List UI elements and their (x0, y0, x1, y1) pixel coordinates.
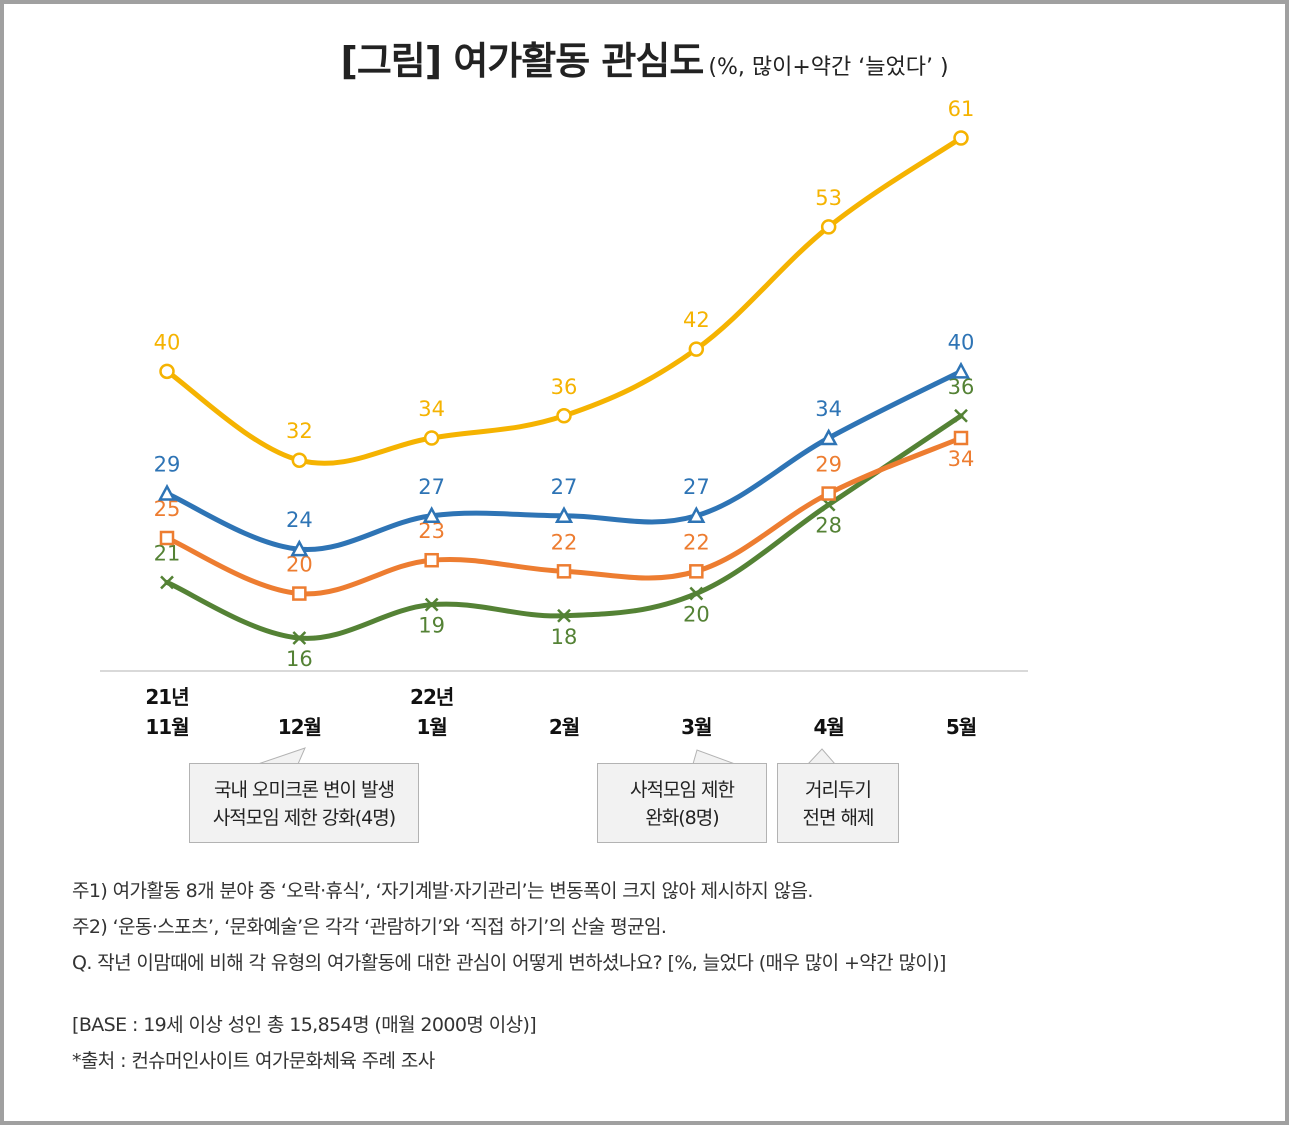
series-3-marker (159, 530, 175, 546)
series-2-value-label: 20 (683, 603, 710, 627)
x-tick-label: 11월 (145, 715, 188, 739)
series-1-marker (422, 506, 441, 524)
callout-pointer-omicron (257, 747, 306, 765)
callout-pointers (257, 747, 837, 765)
callout-pointer-eased (692, 749, 736, 765)
series-2-value-label: 21 (154, 541, 181, 565)
callout-omicron: 국내 오미크론 변이 발생 사적모임 제한 강화(4명) (189, 763, 419, 843)
series-0-value-label: 40 (154, 330, 181, 354)
x-tick-label: 12월 (278, 715, 321, 739)
x-tick-label: 4월 (814, 715, 844, 739)
series-layer: 21 16 19 18 20 28 36 25 20 23 22 22 29 34 29 24 27 27 27 34… (154, 97, 975, 671)
chart-title-sub: (%, 많이+약간 ‘늘었다’ ) (708, 55, 949, 80)
series-3-value-label: 22 (551, 530, 578, 554)
series-3-value-label: 23 (418, 519, 445, 543)
series-0-marker (423, 430, 440, 446)
x-tick-label: 1월 (417, 715, 447, 739)
series-2-marker (689, 586, 704, 601)
series-2-marker (160, 575, 174, 590)
footnote-question: Q. 작년 이맘때에 비해 각 유형의 여가활동에 대한 관심이 어떻게 변하셨… (72, 952, 946, 974)
series-2-value-label: 36 (948, 375, 975, 399)
series-2-marker (954, 408, 968, 423)
series-3-marker (689, 564, 704, 579)
chart-title-main: [그림] 여가활동 관심도 (340, 39, 704, 83)
series-3-value-label: 34 (948, 447, 975, 471)
legend-culture: 문화예술 주2) (1000, 418, 1192, 454)
callout-pointer-lifted (806, 748, 837, 765)
series-0-value-label: 42 (683, 308, 710, 332)
series-0-value-label: 53 (815, 186, 842, 210)
series-3-marker (821, 486, 836, 501)
series-1-value-label: 24 (286, 508, 313, 532)
chart-title: [그림] 여가활동 관심도 (%, 많이+약간 ‘늘었다’ ) (0, 30, 1289, 85)
series-2-value-label: 28 (815, 514, 842, 538)
series-3-marker (424, 552, 439, 568)
footnote-2: 주2) ‘운동·스포츠’, ‘문화예술’은 각각 ‘관람하기’와 ‘직접 하기’… (72, 916, 667, 938)
legend-social: 사회 교류 (1000, 369, 1192, 405)
legend-social-label: 사회 교류 (1050, 374, 1142, 400)
series-2-marker (557, 608, 571, 623)
series-3-marker (556, 564, 572, 579)
source-note: *출처 : 컨슈머인사이트 여가문화체육 주례 조사 (72, 1050, 435, 1072)
series-0-marker (159, 363, 175, 380)
series-1-marker (687, 506, 706, 524)
series-0-marker (820, 219, 837, 235)
legend-sports: 운동·스포츠 주2) (1000, 317, 1192, 353)
series-3-marker (953, 430, 969, 446)
series-1-marker (554, 506, 574, 524)
series-2-marker (424, 597, 439, 612)
series-0-marker (688, 341, 705, 357)
series-1-value-label: 29 (154, 453, 181, 477)
series-1-value-label: 27 (683, 475, 710, 499)
x-tick-label: 22년 (410, 685, 453, 709)
series-1-marker (951, 361, 971, 379)
legend-culture-label: 문화예술 (1039, 423, 1123, 449)
series-1-marker (819, 428, 838, 446)
series-0-value-label: 61 (948, 97, 975, 121)
callout-lifted-line-1: 거리두기 (805, 779, 872, 801)
x-tick-label: 3월 (681, 715, 711, 739)
series-1-marker (157, 483, 177, 501)
footnotes: 주1) 여가활동 8개 분야 중 ‘오락·휴식’, ‘자기계발·자기관리’는 변… (72, 873, 1252, 1079)
callout-omicron-line-2: 사적모임 제한 강화(4명) (212, 807, 396, 829)
series-0-marker (291, 452, 308, 468)
callout-eased-line-1: 사적모임 제한 (630, 779, 735, 801)
callout-eased: 사적모임 제한 완화(8명) (597, 763, 767, 843)
x-tick-label: 2월 (549, 715, 579, 739)
footnote-1: 주1) 여가활동 8개 분야 중 ‘오락·휴식’, ‘자기계발·자기관리’는 변… (72, 880, 813, 902)
legend-sports-label: 운동·스포츠 (1025, 322, 1137, 348)
series-0-value-label: 36 (551, 375, 578, 399)
series-2-value-label: 19 (418, 614, 445, 638)
callout-omicron-line-1: 국내 오미크론 변이 발생 (214, 779, 395, 801)
x-tick-labels: 21년 11월 12월 22년 1월 2월 3월 4월 5월 (145, 685, 977, 739)
line-chart: 21 16 19 18 20 28 36 25 20 23 22 22 29 34 29 24 27 27 27 34… (100, 97, 1028, 739)
series-2-value-label: 16 (286, 647, 313, 671)
series-3-value-label: 29 (815, 453, 842, 477)
legend-tourism: 관광·여행 (1000, 102, 1192, 138)
series-3-value-label: 20 (286, 553, 313, 577)
callout-lifted: 거리두기 전면 해제 (777, 763, 899, 843)
series-0-value-label: 34 (418, 397, 445, 421)
series-1-value-label: 40 (948, 330, 975, 354)
series-1-marker (290, 539, 309, 557)
series-3-marker (292, 586, 307, 601)
series-3-value-label: 22 (683, 530, 710, 554)
x-tick-label: 21년 (145, 685, 188, 709)
x-tick-label: 5월 (946, 715, 976, 739)
series-0-value-label: 32 (286, 419, 313, 443)
legend-culture-note: 주2) (1124, 420, 1153, 436)
series-1-value-label: 34 (815, 397, 842, 421)
series-0-marker (953, 130, 969, 146)
callout-lifted-line-2: 전면 해제 (802, 807, 875, 829)
legend-sports-note: 주2) (1139, 319, 1167, 335)
base-note: [BASE : 19세 이상 성인 총 15,854명 (매월 2000명 이상… (72, 1014, 537, 1036)
series-2-marker (292, 631, 307, 645)
series-1-value-label: 27 (551, 475, 578, 499)
series-2-value-label: 18 (551, 625, 578, 649)
series-3-value-label: 25 (154, 497, 181, 521)
series-1-value-label: 27 (418, 475, 445, 499)
series-0-marker (556, 408, 572, 424)
legend-tourism-label: 관광·여행 (1050, 107, 1142, 133)
callout-eased-line-2: 완화(8명) (645, 807, 719, 829)
